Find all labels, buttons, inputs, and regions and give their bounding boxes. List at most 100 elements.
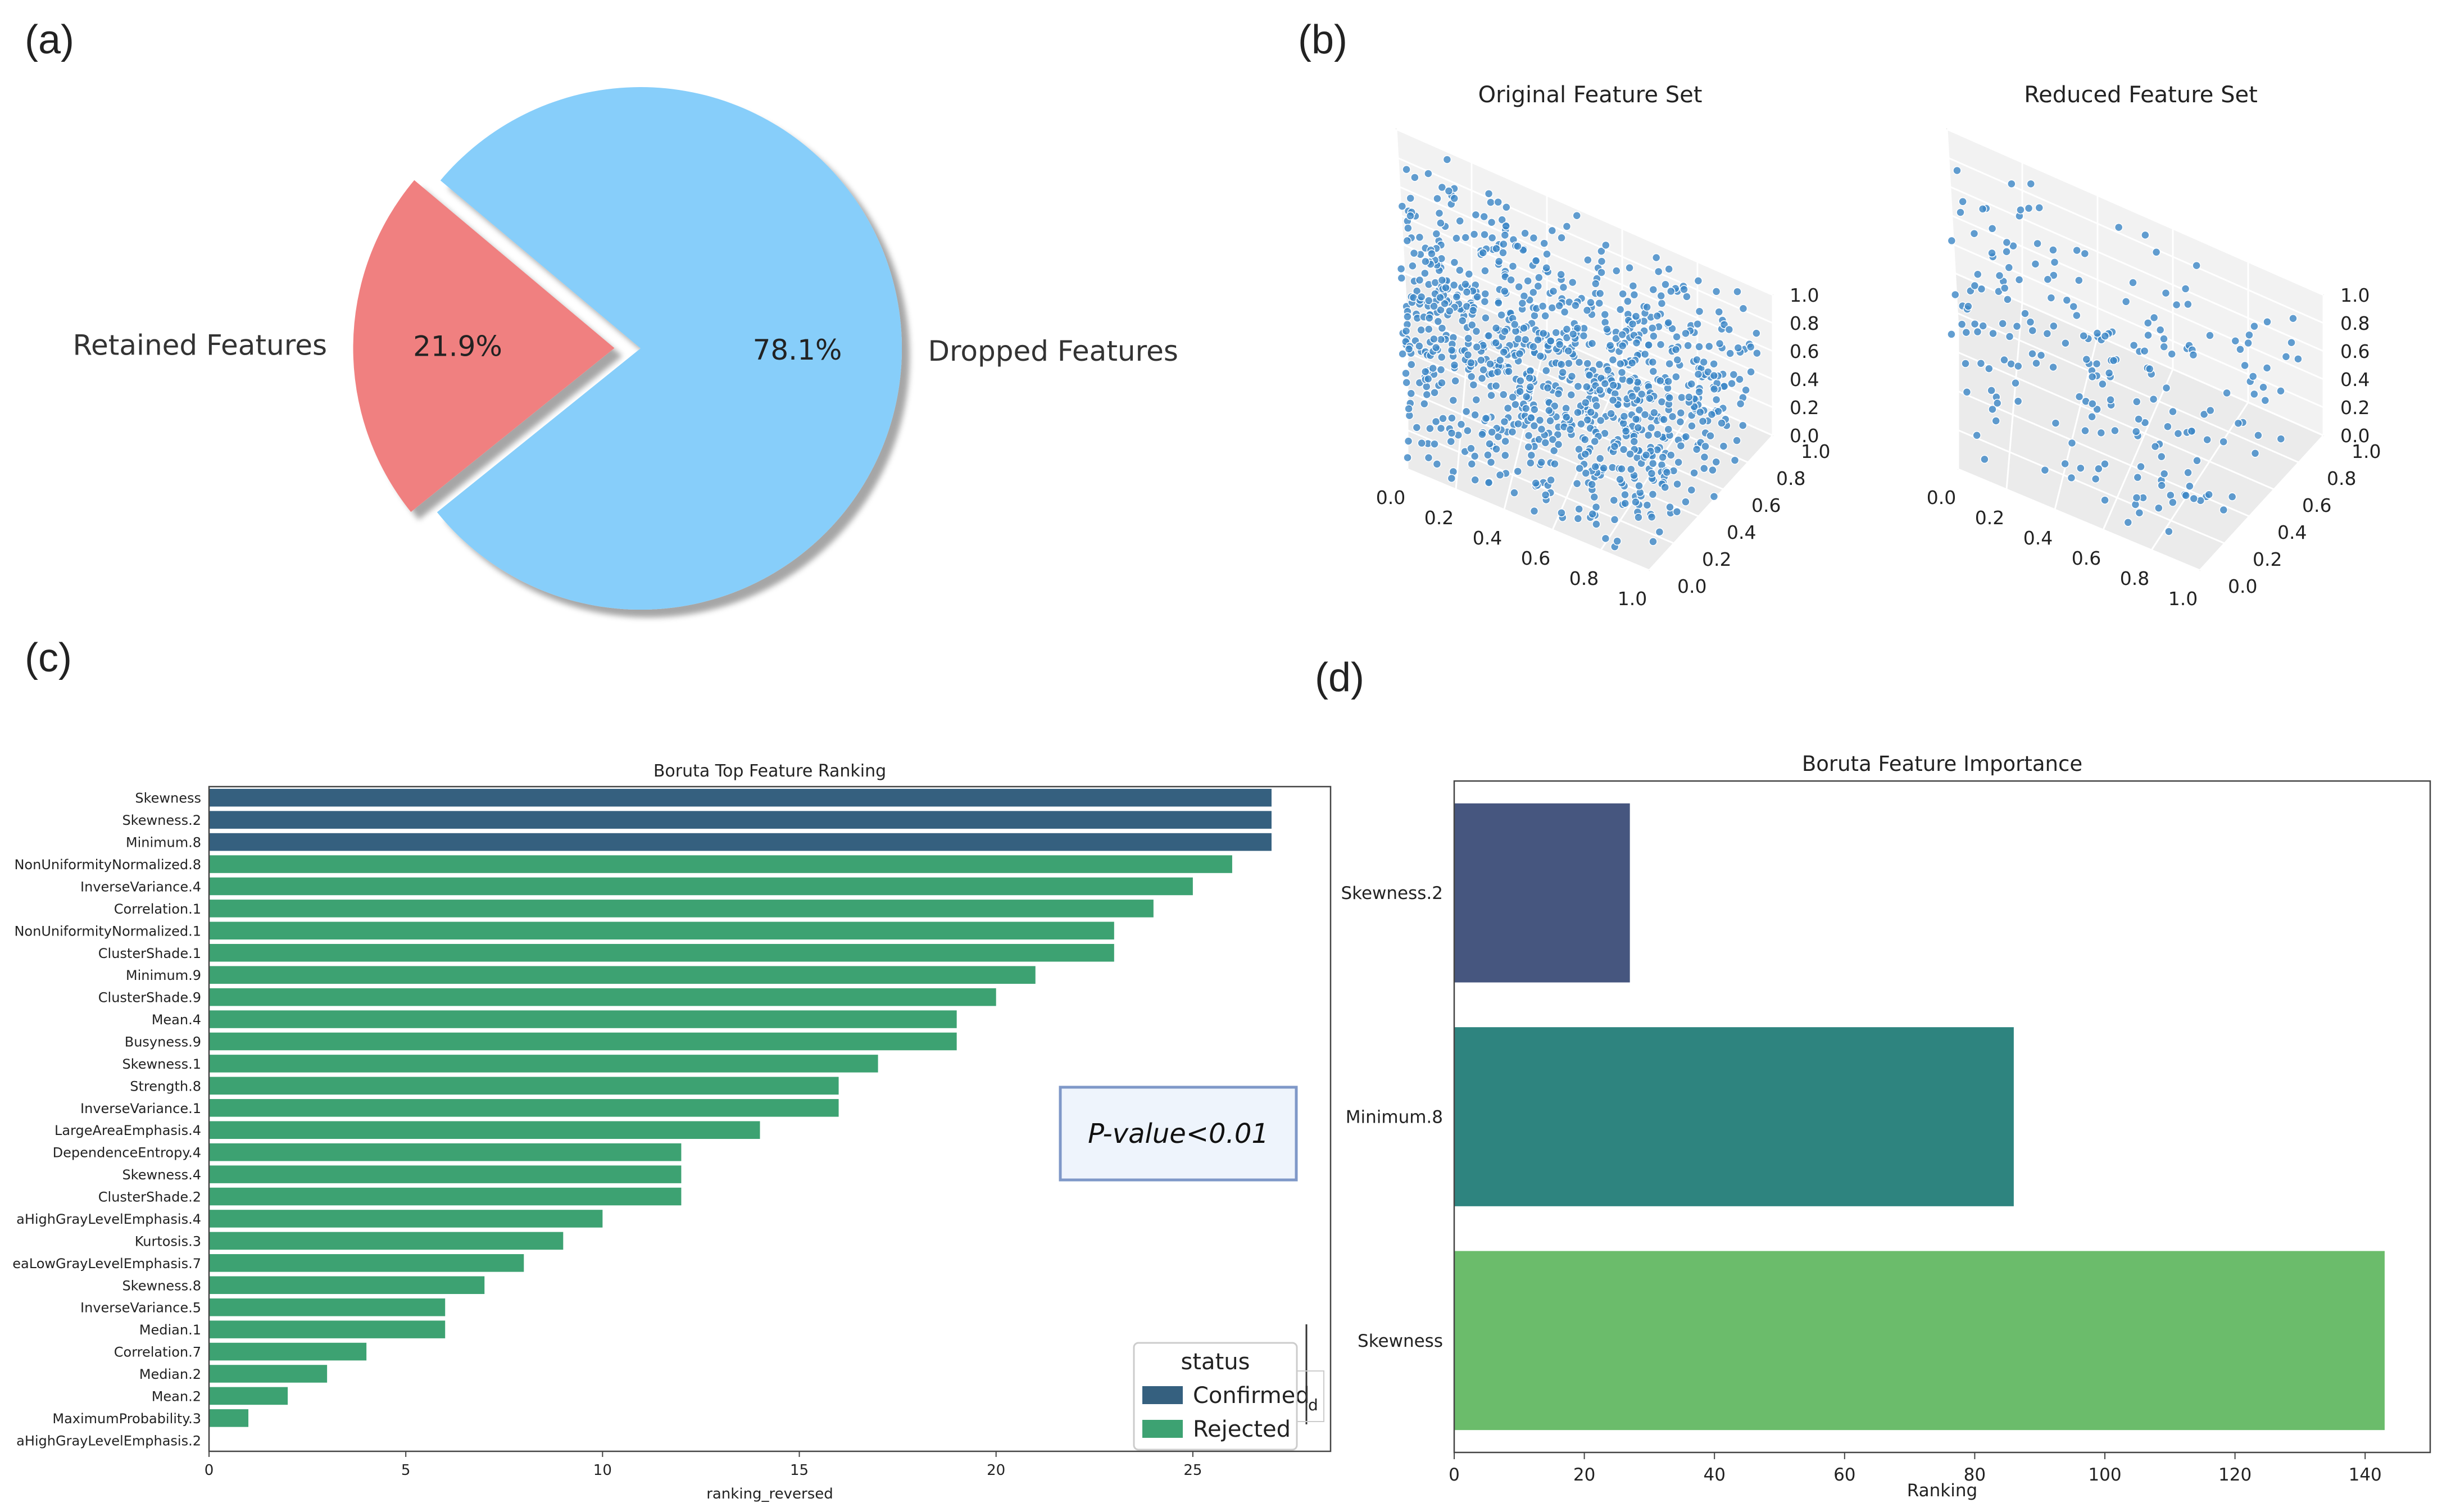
- scatter3d-point: [1656, 376, 1665, 385]
- scatter3d-ztick: 0.8: [2340, 312, 2370, 334]
- bar-c-category-label: Correlation.7: [114, 1345, 201, 1360]
- scatter3d-point: [1591, 502, 1601, 512]
- chart-c-xtick-label: 5: [401, 1462, 411, 1479]
- scatter3d-point: [1953, 166, 1962, 175]
- scatter3d-point: [2155, 325, 2165, 334]
- scatter3d-xtick: 1.0: [1618, 588, 1647, 610]
- pie-slice-dropped-features: [437, 87, 902, 610]
- scatter3d-point: [1529, 233, 1538, 243]
- scatter3d-point: [1651, 253, 1661, 262]
- scatter3d-point: [1699, 357, 1708, 367]
- bar-c: [209, 1055, 878, 1073]
- scatter3d-point: [1447, 429, 1456, 438]
- scatter3d-point: [1445, 306, 1454, 316]
- scatter3d-point: [1631, 415, 1641, 424]
- scatter3d-point: [1628, 392, 1637, 401]
- scatter3d-xtick: 0.8: [1569, 567, 1599, 589]
- scatter3d-point: [1450, 194, 1459, 203]
- scatter3d-point: [1420, 399, 1429, 408]
- scatter3d-point: [1426, 424, 1435, 433]
- scatter3d-ytick: 0.6: [1751, 494, 1781, 516]
- scatter3d-point: [1420, 269, 1429, 278]
- scatter3d-point: [1455, 216, 1464, 226]
- scatter3d-point: [1709, 384, 1719, 394]
- scatter3d-point: [1487, 233, 1497, 243]
- scatter3d-point: [1496, 356, 1505, 365]
- scatter3d-point: [1687, 485, 1696, 494]
- scatter3d-point: [1487, 428, 1496, 437]
- scatter3d-point: [2032, 358, 2041, 368]
- scatter3d-point: [1452, 292, 1461, 302]
- bar-c-category-label: Kurtosis.3: [135, 1233, 201, 1249]
- scatter3d-point: [1621, 499, 1630, 508]
- bar-c: [209, 943, 1114, 962]
- annotation-box: [1059, 1086, 1298, 1182]
- scatter3d-point: [2219, 505, 2228, 515]
- scatter3d-point: [1467, 372, 1476, 382]
- scatter3d-point: [1504, 367, 1513, 376]
- scatter3d-point: [1992, 398, 2002, 408]
- scatter3d-gridline: [1455, 302, 1473, 490]
- scatter3d-point: [1644, 430, 1653, 440]
- scatter3d-point: [1609, 380, 1618, 390]
- panel-label-c: (c): [25, 635, 72, 680]
- scatter3d-point: [1440, 299, 1449, 308]
- scatter3d-point: [1585, 371, 1594, 380]
- scatter3d-point: [1478, 430, 1487, 439]
- bar-c: [209, 1320, 446, 1338]
- bar-c: [209, 1143, 682, 1161]
- scatter3d-point: [1462, 288, 1472, 297]
- scatter3d-point: [2159, 342, 2168, 351]
- scatter3d-point: [1591, 279, 1600, 288]
- scatter3d-point: [1567, 390, 1576, 399]
- scatter3d-point: [1664, 425, 1673, 434]
- scatter3d-point: [1562, 412, 1571, 422]
- scatter3d-point: [1444, 187, 1454, 196]
- scatter3d-point: [1480, 297, 1490, 306]
- scatter3d-point: [2014, 361, 2023, 371]
- scatter3d-point: [1469, 230, 1479, 239]
- scatter3d-point: [1415, 233, 1424, 242]
- scatter3d-point: [2149, 313, 2159, 323]
- scatter3d-point: [1658, 453, 1667, 462]
- legend-artifact-box: [1296, 1370, 1324, 1422]
- scatter3d-point: [1403, 453, 1412, 462]
- bar-c: [209, 1187, 682, 1206]
- scatter3d-point: [1634, 512, 1643, 522]
- scatter3d-point: [1583, 359, 1592, 368]
- bar-c: [209, 1276, 485, 1295]
- scatter3d-gridline: [2102, 369, 2174, 530]
- scatter3d-point: [2262, 364, 2272, 373]
- scatter3d-point: [1621, 426, 1631, 436]
- scatter3d-point: [1664, 377, 1673, 386]
- scatter3d-point: [1631, 497, 1640, 507]
- scatter3d-point: [1549, 446, 1559, 455]
- scatter3d-point: [1712, 457, 1721, 466]
- scatter3d-point: [1546, 337, 1555, 346]
- scatter3d-point: [2121, 297, 2131, 306]
- scatter3d-point: [1597, 247, 1606, 256]
- scatter3d-point: [2189, 350, 2198, 360]
- scatter3d-point: [1676, 408, 1686, 417]
- scatter3d-point: [2204, 490, 2213, 499]
- scatter3d-point: [1672, 372, 1681, 382]
- scatter3d-point: [2166, 491, 2175, 500]
- scatter3d-point: [1970, 281, 1980, 290]
- scatter3d-point: [1549, 287, 1558, 296]
- scatter3d-point: [1510, 320, 1519, 329]
- scatter3d-point: [2003, 295, 2012, 304]
- scatter3d-point: [1514, 282, 1523, 292]
- scatter3d-point: [1401, 369, 1410, 378]
- scatter3d-point: [1545, 406, 1554, 415]
- scatter3d-point: [1672, 507, 1682, 516]
- bar-c: [209, 1365, 328, 1383]
- scatter3d-point: [1619, 445, 1628, 454]
- bar-d-category-label: Skewness: [1358, 1331, 1443, 1351]
- scatter3d-subplot: Original Feature Set0.00.20.40.60.81.00.…: [1376, 82, 1831, 610]
- scatter3d-point: [1673, 479, 1682, 489]
- scatter3d-point: [1694, 276, 1703, 285]
- scatter3d-point: [1724, 325, 1734, 334]
- bar-d: [1454, 803, 1630, 983]
- scatter3d-point: [1479, 365, 1488, 375]
- bar-c: [209, 855, 1232, 873]
